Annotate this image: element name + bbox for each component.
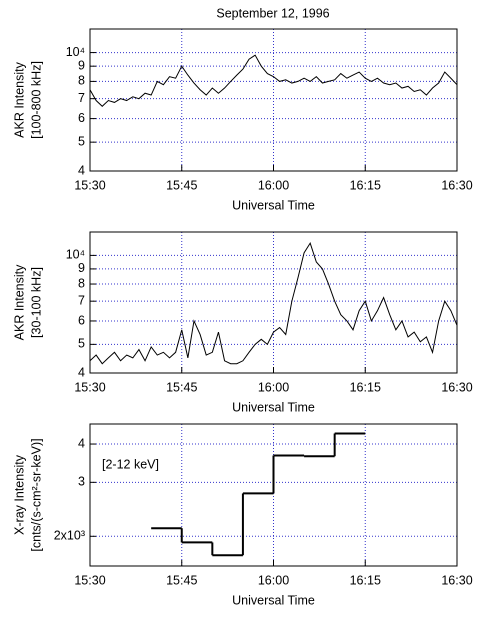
x-tick-label: 15:30 (74, 178, 105, 192)
x-tick-label: 15:30 (74, 380, 105, 394)
y-tick-label: 4 (78, 163, 85, 177)
plot-frame (89, 231, 458, 374)
y-tick-label: 8 (78, 74, 85, 88)
y-axis-label: [cnts/(s-cm²-sr-keV)] (29, 438, 43, 551)
y-axis-label: [30-100 kHz] (29, 267, 43, 338)
x-tick-label: 16:15 (350, 178, 381, 192)
y-tick-label: 5 (78, 134, 85, 148)
data-line (89, 54, 458, 107)
y-tick-label: 6 (78, 313, 85, 327)
y-tick-label: 10⁴ (66, 45, 85, 59)
y-tick-label: 4 (78, 436, 85, 450)
y-tick-label: 9 (78, 261, 85, 275)
y-axis-label: X-ray Intensity (12, 454, 26, 535)
x-tick-label: 16:00 (258, 178, 289, 192)
x-axis-label: Universal Time (232, 593, 315, 607)
x-tick-label: 16:15 (350, 573, 381, 587)
y-axis-label: AKR Intensity (12, 264, 26, 340)
x-tick-label: 16:00 (258, 573, 289, 587)
y-axis-label: [100-800 kHz] (29, 61, 43, 139)
y-tick-label: 2x10³ (54, 529, 85, 543)
y-tick-label: 4 (78, 365, 85, 379)
y-tick-label: 8 (78, 276, 85, 290)
x-tick-label: 16:30 (441, 380, 472, 394)
y-tick-label: 10⁴ (66, 248, 85, 262)
x-tick-label: 16:15 (350, 380, 381, 394)
x-tick-label: 15:45 (166, 380, 197, 394)
x-axis-label: Universal Time (232, 400, 315, 414)
y-axis-label: AKR Intensity (12, 61, 26, 137)
plot-frame (89, 28, 458, 172)
y-tick-label: 7 (78, 293, 85, 307)
x-tick-label: 16:30 (441, 573, 472, 587)
x-tick-label: 15:45 (166, 178, 197, 192)
chart-title: September 12, 1996 (216, 6, 329, 20)
y-tick-label: 9 (78, 58, 85, 72)
x-axis-label: Universal Time (232, 198, 315, 212)
x-tick-label: 15:45 (166, 573, 197, 587)
y-tick-label: 6 (78, 111, 85, 125)
plot-frame (89, 423, 458, 567)
y-tick-label: 5 (78, 337, 85, 351)
x-tick-label: 16:30 (441, 178, 472, 192)
y-tick-label: 7 (78, 91, 85, 105)
x-tick-label: 16:00 (258, 380, 289, 394)
x-tick-label: 15:30 (74, 573, 105, 587)
data-line (89, 242, 458, 365)
annotation: [2-12 keV] (102, 457, 159, 471)
y-tick-label: 3 (78, 475, 85, 489)
